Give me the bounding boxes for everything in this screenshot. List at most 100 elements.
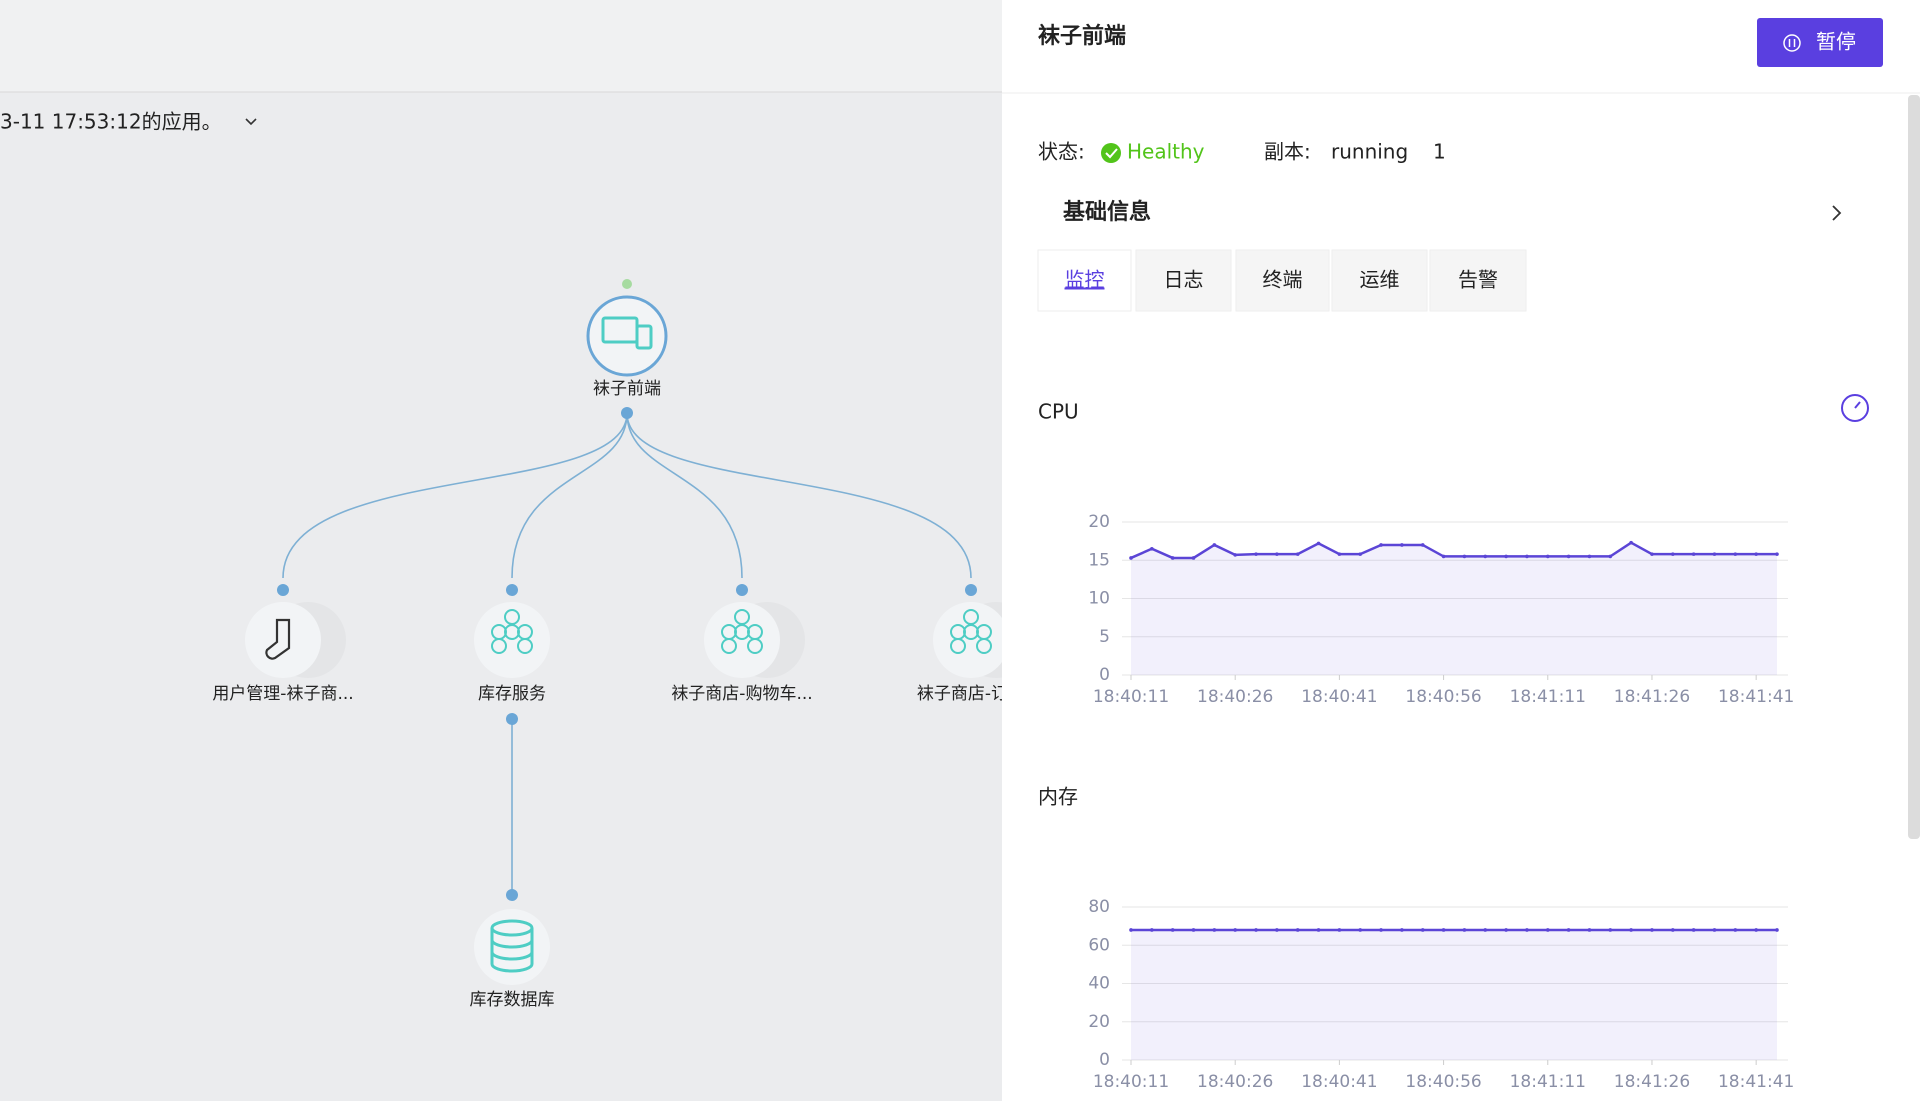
point	[1587, 554, 1592, 559]
tab[interactable]	[1037, 249, 1132, 312]
tab-label: 日志	[1164, 268, 1204, 292]
point	[1316, 541, 1321, 546]
y-tick-label: 5	[1099, 627, 1110, 647]
edges	[282, 412, 972, 890]
tab[interactable]	[1235, 249, 1330, 312]
x-tick-label: 18:41:11	[1510, 1072, 1586, 1092]
point	[1212, 928, 1217, 932]
point	[1379, 928, 1383, 932]
y-tick-label: 20	[1088, 1012, 1110, 1032]
node-label: 用户管理-袜子商...	[212, 684, 353, 704]
topology: 袜子前端 用户管理-袜子商... 库存服务 袜子商店-购物车... 袜子商店-订单 库…	[212, 279, 1025, 1010]
status: Healthy	[1127, 140, 1205, 164]
point	[1545, 554, 1550, 559]
point	[1254, 552, 1258, 556]
y-tick-label: 15	[1088, 550, 1110, 570]
tab[interactable]	[1429, 249, 1527, 312]
point	[1316, 928, 1321, 932]
point	[1400, 928, 1404, 932]
point	[1545, 928, 1550, 932]
point	[1462, 928, 1467, 932]
node-label: 袜子商店-订单	[917, 684, 1025, 704]
point	[1691, 928, 1696, 932]
x-tick-label: 18:41:41	[1718, 1072, 1794, 1092]
point	[1650, 928, 1654, 932]
point	[1650, 552, 1654, 556]
pause-button[interactable]	[1757, 18, 1883, 67]
port	[736, 584, 748, 596]
service-icon	[491, 638, 507, 654]
point	[1400, 543, 1404, 547]
tab-label: 监控	[1065, 268, 1105, 292]
point	[1525, 928, 1529, 932]
app-select[interactable]: 3-11 17:53:12的应用。	[0, 110, 222, 134]
node-label: 库存服务	[478, 684, 546, 704]
point	[1483, 554, 1488, 559]
point	[1150, 546, 1154, 551]
x-tick-label: 18:40:56	[1405, 687, 1481, 707]
x-tick-label: 18:41:26	[1614, 1072, 1690, 1092]
point	[1775, 928, 1779, 932]
service-icon	[504, 624, 520, 640]
point	[1379, 543, 1383, 547]
point	[1295, 552, 1300, 556]
point	[1754, 552, 1758, 556]
x-tick-label: 18:41:11	[1510, 687, 1586, 707]
point	[1441, 928, 1446, 932]
service-icon	[963, 624, 979, 640]
service-icon	[721, 638, 737, 654]
chart-title: CPU	[1038, 400, 1079, 424]
service-icon	[976, 638, 992, 654]
replica-count: 1	[1433, 140, 1446, 164]
node[interactable]	[933, 602, 1009, 678]
status-label: 状态:	[1038, 140, 1085, 164]
scrollbar[interactable]	[1908, 95, 1920, 839]
expand-icon[interactable]	[1832, 205, 1842, 221]
replica-label: 副本:	[1264, 140, 1311, 164]
point	[1712, 552, 1717, 556]
pause-label: 暂停	[1816, 30, 1856, 54]
point	[1462, 554, 1467, 559]
point	[1504, 928, 1508, 932]
point	[1587, 928, 1592, 932]
dropdown-icon[interactable]	[245, 118, 257, 126]
top-bar	[0, 0, 1002, 92]
point	[1233, 928, 1237, 932]
point	[1275, 928, 1279, 932]
x-tick-label: 18:40:26	[1197, 1072, 1273, 1092]
point	[1129, 928, 1133, 932]
dashboard-icon[interactable]	[1841, 394, 1869, 422]
node[interactable]	[245, 602, 321, 678]
point	[1525, 554, 1529, 559]
point	[1566, 554, 1571, 559]
node-label: 袜子商店-购物车...	[671, 684, 812, 704]
point	[1337, 552, 1342, 556]
point	[1420, 928, 1425, 932]
point	[1170, 928, 1175, 932]
tab[interactable]	[1331, 249, 1428, 312]
port	[965, 584, 977, 596]
point	[1129, 556, 1133, 560]
node[interactable]	[586, 295, 668, 377]
service-icon	[517, 638, 533, 654]
tab-label: 运维	[1360, 268, 1400, 292]
section-title[interactable]: 基础信息	[1063, 199, 1151, 225]
point	[1691, 552, 1696, 556]
point	[1233, 553, 1237, 557]
chart-title: 内存	[1038, 785, 1078, 809]
point	[1629, 928, 1633, 932]
point	[1483, 928, 1488, 932]
point	[1671, 928, 1675, 932]
node-label: 袜子前端	[593, 379, 661, 399]
point	[1775, 552, 1779, 556]
point	[1608, 928, 1613, 932]
y-tick-label: 40	[1088, 974, 1110, 994]
x-tick-label: 18:40:11	[1093, 1072, 1169, 1092]
y-tick-label: 0	[1099, 665, 1110, 685]
tab[interactable]	[1135, 249, 1232, 312]
point	[1733, 552, 1738, 556]
x-tick-label: 18:40:11	[1093, 687, 1169, 707]
y-tick-label: 20	[1088, 512, 1110, 532]
service-icon	[734, 624, 750, 640]
